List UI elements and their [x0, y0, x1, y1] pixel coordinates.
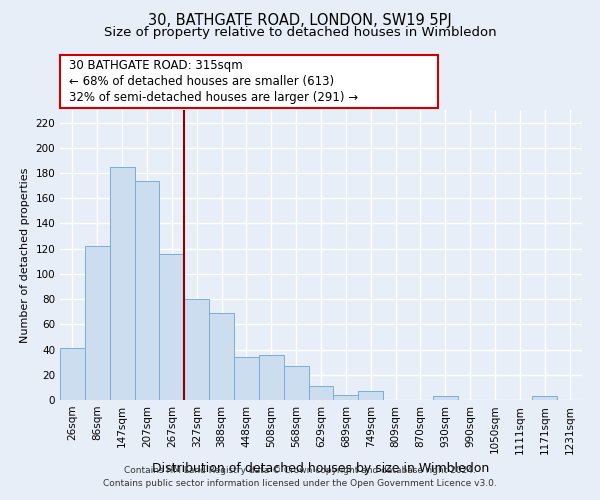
Bar — [85, 246, 110, 400]
Bar — [160, 254, 184, 400]
Bar — [60, 348, 85, 400]
Bar — [259, 354, 284, 400]
Bar — [234, 357, 259, 400]
Bar — [358, 391, 383, 400]
Bar — [334, 395, 358, 400]
Text: 30 BATHGATE ROAD: 315sqm: 30 BATHGATE ROAD: 315sqm — [69, 59, 243, 72]
Bar — [308, 386, 334, 400]
Text: ← 68% of detached houses are smaller (613): ← 68% of detached houses are smaller (61… — [69, 75, 334, 88]
X-axis label: Distribution of detached houses by size in Wimbledon: Distribution of detached houses by size … — [152, 462, 490, 475]
Bar — [433, 396, 458, 400]
Bar — [532, 396, 557, 400]
Bar — [284, 366, 308, 400]
Text: Size of property relative to detached houses in Wimbledon: Size of property relative to detached ho… — [104, 26, 496, 39]
Bar — [110, 166, 134, 400]
Bar — [209, 313, 234, 400]
Bar — [134, 180, 160, 400]
Text: 32% of semi-detached houses are larger (291) →: 32% of semi-detached houses are larger (… — [69, 91, 358, 104]
Text: 30, BATHGATE ROAD, LONDON, SW19 5PJ: 30, BATHGATE ROAD, LONDON, SW19 5PJ — [148, 12, 452, 28]
Y-axis label: Number of detached properties: Number of detached properties — [20, 168, 30, 342]
Text: Contains HM Land Registry data © Crown copyright and database right 2024.
Contai: Contains HM Land Registry data © Crown c… — [103, 466, 497, 487]
Bar — [184, 299, 209, 400]
